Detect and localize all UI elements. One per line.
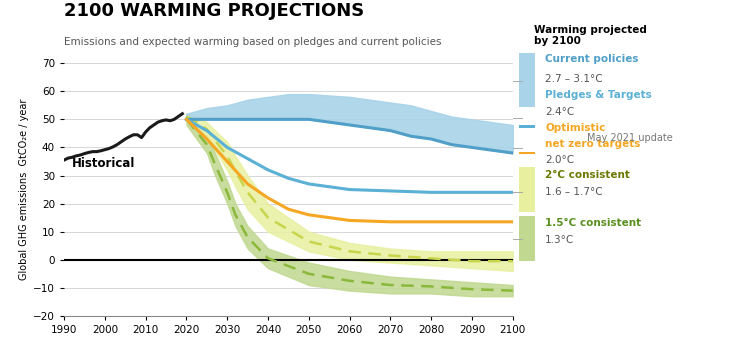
- Text: 1.6 – 1.7°C: 1.6 – 1.7°C: [545, 187, 602, 197]
- Text: 1.5°C consistent: 1.5°C consistent: [545, 218, 641, 228]
- Text: net zero targets: net zero targets: [545, 139, 640, 148]
- Text: 2.4°C: 2.4°C: [545, 107, 575, 117]
- Text: Optimistic: Optimistic: [545, 123, 605, 133]
- Text: May 2021 update: May 2021 update: [587, 133, 673, 143]
- Text: 1.3°C: 1.3°C: [545, 235, 575, 245]
- Text: Emissions and expected warming based on pledges and current policies: Emissions and expected warming based on …: [64, 37, 442, 47]
- Text: 2.0°C: 2.0°C: [545, 155, 575, 165]
- Text: 2°C consistent: 2°C consistent: [545, 170, 630, 180]
- Text: Warming projected
by 2100: Warming projected by 2100: [534, 25, 647, 46]
- Y-axis label: Global GHG emissions  GtCO₂e / year: Global GHG emissions GtCO₂e / year: [19, 99, 29, 280]
- Text: Current policies: Current policies: [545, 54, 639, 64]
- Text: 2.7 – 3.1°C: 2.7 – 3.1°C: [545, 74, 602, 84]
- Text: Pledges & Targets: Pledges & Targets: [545, 90, 652, 99]
- Text: 2100 WARMING PROJECTIONS: 2100 WARMING PROJECTIONS: [64, 2, 364, 20]
- Text: Historical: Historical: [72, 157, 136, 170]
